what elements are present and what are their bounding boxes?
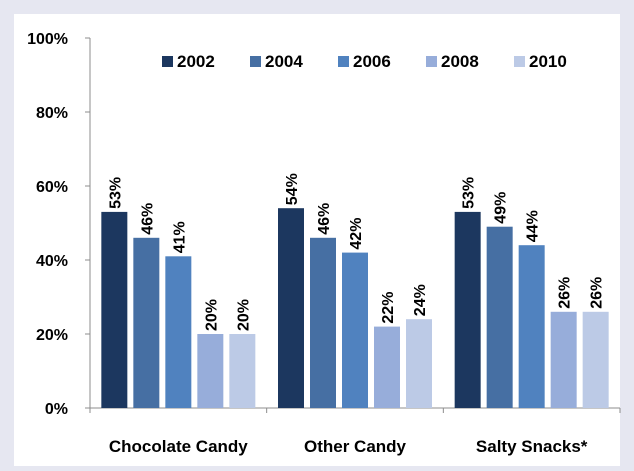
y-tick-label: 20% — [36, 327, 68, 344]
bar — [518, 245, 545, 408]
bar — [197, 334, 224, 408]
bar-value-label: 22% — [380, 292, 397, 324]
legend-label: 2006 — [353, 52, 391, 71]
bar — [133, 237, 160, 408]
bar-value-label: 26% — [589, 277, 606, 309]
legend-label: 2008 — [441, 52, 479, 71]
bar — [550, 311, 577, 408]
bar — [374, 326, 400, 408]
bar-value-label: 44% — [525, 210, 542, 242]
bar — [454, 211, 481, 408]
y-tick-label: 100% — [27, 31, 68, 48]
bar-value-label: 24% — [412, 284, 429, 316]
y-tick-label: 40% — [36, 253, 68, 270]
bar-value-label: 46% — [316, 203, 333, 235]
y-tick-label: 0% — [45, 401, 68, 418]
bar — [342, 252, 368, 408]
legend-label: 2002 — [177, 52, 215, 71]
y-tick-label: 60% — [36, 179, 68, 196]
bar — [582, 311, 609, 408]
legend-swatch — [250, 56, 261, 67]
legend-label: 2004 — [265, 52, 303, 71]
legend-label: 2010 — [529, 52, 567, 71]
bar-value-label: 41% — [171, 221, 188, 253]
bar — [406, 319, 432, 408]
legend-swatch — [338, 56, 349, 67]
bar-value-label: 49% — [493, 192, 510, 224]
bar-value-label: 46% — [139, 203, 156, 235]
y-tick-label: 80% — [36, 105, 68, 122]
data-labels: 53% 46% 41% 20% 20% 54% 46% 42% 22% 24% 53% 49% 44% 2… — [107, 173, 605, 331]
legend: 2002 2004 2006 2008 2010 — [162, 52, 567, 71]
bar-value-label: 53% — [107, 177, 124, 209]
bar — [278, 208, 304, 408]
bar-value-label: 42% — [348, 218, 365, 250]
bar — [486, 226, 513, 408]
x-category-label: Chocolate Candy — [109, 437, 248, 456]
bar — [310, 237, 336, 408]
bar-value-label: 26% — [557, 277, 574, 309]
x-category-label: Other Candy — [304, 437, 407, 456]
bar — [229, 334, 256, 408]
x-category-label: Salty Snacks* — [476, 437, 588, 456]
bar-value-label: 54% — [284, 173, 301, 205]
bars — [101, 208, 609, 408]
bar — [165, 256, 192, 408]
bar-value-label: 20% — [235, 299, 252, 331]
legend-swatch — [426, 56, 437, 67]
bar — [101, 211, 128, 408]
bar-value-label: 20% — [203, 299, 220, 331]
bar-value-label: 53% — [461, 177, 478, 209]
legend-swatch — [162, 56, 173, 67]
legend-swatch — [514, 56, 525, 67]
